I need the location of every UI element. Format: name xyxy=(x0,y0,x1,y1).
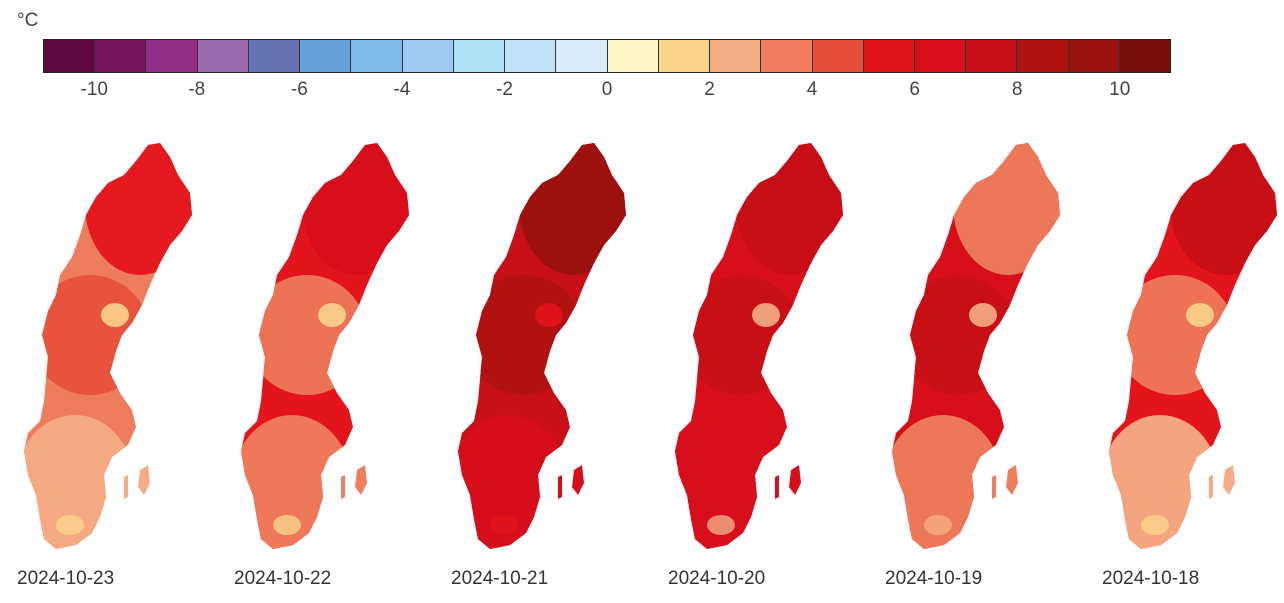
map-region-north xyxy=(1170,143,1277,275)
map-patch xyxy=(1186,303,1214,327)
map-patch xyxy=(101,303,129,327)
scale-tick-label: 10 xyxy=(1109,79,1131,100)
oland-shape xyxy=(992,475,996,499)
map-date-label: 2024-10-22 xyxy=(234,568,332,589)
unit-label: °C xyxy=(17,10,39,31)
map-region-south xyxy=(458,415,569,549)
scale-swatch xyxy=(351,40,403,72)
scale-swatch xyxy=(914,40,967,72)
map-region-south xyxy=(24,415,135,549)
map-region-south xyxy=(241,415,352,549)
gotland-shape xyxy=(138,465,150,495)
map-region-mid xyxy=(464,275,584,395)
scale-swatch xyxy=(812,40,864,72)
scale-tick-label: -4 xyxy=(393,79,411,100)
map-date-label: 2024-10-18 xyxy=(1102,568,1200,589)
gotland-shape xyxy=(572,465,584,495)
map-patch xyxy=(752,303,780,327)
temperature-map xyxy=(454,135,654,555)
map-patch xyxy=(318,303,346,327)
scale-swatch xyxy=(556,40,608,72)
scale-swatch xyxy=(966,40,1018,72)
map-patch xyxy=(273,515,301,535)
sweden-map-svg xyxy=(892,143,1060,549)
temperature-map xyxy=(671,135,871,555)
scale-swatch xyxy=(1068,40,1120,72)
map-patch xyxy=(56,515,84,535)
scale-swatch xyxy=(453,40,506,72)
map-region-mid xyxy=(247,275,367,395)
map-patch xyxy=(707,515,735,535)
map-date-label: 2024-10-21 xyxy=(451,568,549,589)
oland-shape xyxy=(775,475,779,499)
scale-swatch xyxy=(863,40,915,72)
map-region-mid xyxy=(898,275,1018,395)
scale-swatch xyxy=(505,40,557,72)
map-region-north xyxy=(736,143,843,275)
temperature-map xyxy=(237,135,437,555)
scale-swatch xyxy=(1017,40,1069,72)
scale-swatch xyxy=(1119,40,1171,72)
map-patch xyxy=(969,303,997,327)
map-region-south xyxy=(1109,415,1220,549)
scale-swatch xyxy=(44,40,96,72)
scale-tick-label: -6 xyxy=(290,79,308,100)
map-date-label: 2024-10-23 xyxy=(17,568,115,589)
gotland-shape xyxy=(1006,465,1018,495)
sweden-map-svg xyxy=(241,143,409,549)
map-region-north xyxy=(953,143,1060,275)
map-region-north xyxy=(302,143,409,275)
map-patch xyxy=(535,303,563,327)
map-region-mid xyxy=(1115,275,1235,395)
map-region-south xyxy=(675,415,786,549)
gotland-shape xyxy=(1223,465,1235,495)
map-patch xyxy=(924,515,952,535)
sweden-map-svg xyxy=(24,143,192,549)
map-region-mid xyxy=(30,275,150,395)
scale-tick-label: 8 xyxy=(1011,79,1023,100)
scale-swatch xyxy=(710,40,762,72)
oland-shape xyxy=(124,475,128,499)
oland-shape xyxy=(341,475,345,499)
temperature-map xyxy=(888,135,1088,555)
map-region-mid xyxy=(681,275,801,395)
scale-tick-label: 2 xyxy=(704,79,715,100)
map-patch xyxy=(1141,515,1169,535)
scale-tick-label: -8 xyxy=(188,79,206,100)
color-scale-bar xyxy=(43,39,1171,73)
scale-tick-label: -2 xyxy=(496,79,513,100)
scale-swatch xyxy=(402,40,454,72)
scale-swatch xyxy=(146,40,198,72)
sweden-map-svg xyxy=(675,143,843,549)
map-region-north xyxy=(85,143,192,275)
scale-tick-label: 4 xyxy=(806,79,818,100)
oland-shape xyxy=(558,475,562,499)
scale-swatch xyxy=(95,40,147,72)
map-region-north xyxy=(519,143,626,275)
scale-swatch xyxy=(248,40,301,72)
temperature-map xyxy=(20,135,220,555)
map-date-label: 2024-10-19 xyxy=(885,568,983,589)
gotland-shape xyxy=(355,465,367,495)
scale-swatch xyxy=(300,40,352,72)
scale-swatch xyxy=(607,40,659,72)
scale-swatch xyxy=(197,40,249,72)
sweden-map-svg xyxy=(1109,143,1277,549)
gotland-shape xyxy=(789,465,801,495)
scale-swatch xyxy=(761,40,813,72)
map-patch xyxy=(490,515,518,535)
temperature-map xyxy=(1105,135,1284,555)
sweden-map-svg xyxy=(458,143,626,549)
map-region-south xyxy=(892,415,1003,549)
oland-shape xyxy=(1209,475,1213,499)
scale-tick-label: 6 xyxy=(909,79,920,100)
map-date-label: 2024-10-20 xyxy=(668,568,766,589)
scale-swatch xyxy=(658,40,711,72)
scale-tick-label: -10 xyxy=(80,79,108,100)
scale-tick-label: 0 xyxy=(601,79,613,100)
